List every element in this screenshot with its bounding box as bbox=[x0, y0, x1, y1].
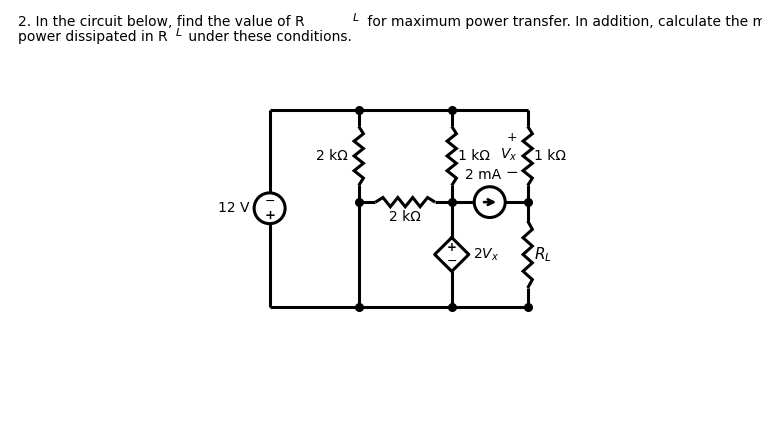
Text: $2V_x$: $2V_x$ bbox=[473, 246, 500, 263]
Text: for maximum power transfer. In addition, calculate the maximum: for maximum power transfer. In addition,… bbox=[363, 15, 762, 29]
Text: 2. In the circuit below, find the value of R: 2. In the circuit below, find the value … bbox=[18, 15, 305, 29]
Text: $V_x$: $V_x$ bbox=[500, 146, 517, 162]
Text: 1 kΩ: 1 kΩ bbox=[534, 149, 566, 163]
Text: 2 kΩ: 2 kΩ bbox=[389, 210, 421, 224]
Text: 12 V: 12 V bbox=[218, 201, 249, 215]
Text: under these conditions.: under these conditions. bbox=[184, 30, 352, 44]
Text: 1 kΩ: 1 kΩ bbox=[458, 149, 490, 163]
Text: −: − bbox=[506, 165, 519, 181]
Text: L: L bbox=[353, 13, 359, 23]
Text: −: − bbox=[447, 255, 457, 268]
Text: +: + bbox=[507, 131, 517, 144]
Text: 2 mA: 2 mA bbox=[466, 168, 501, 182]
Text: L: L bbox=[176, 28, 182, 38]
Text: +: + bbox=[264, 209, 275, 222]
Text: +: + bbox=[447, 241, 456, 254]
Text: $R_L$: $R_L$ bbox=[534, 245, 552, 264]
Text: power dissipated in R: power dissipated in R bbox=[18, 30, 168, 44]
Text: −: − bbox=[264, 195, 275, 208]
Text: 2 kΩ: 2 kΩ bbox=[316, 149, 348, 163]
